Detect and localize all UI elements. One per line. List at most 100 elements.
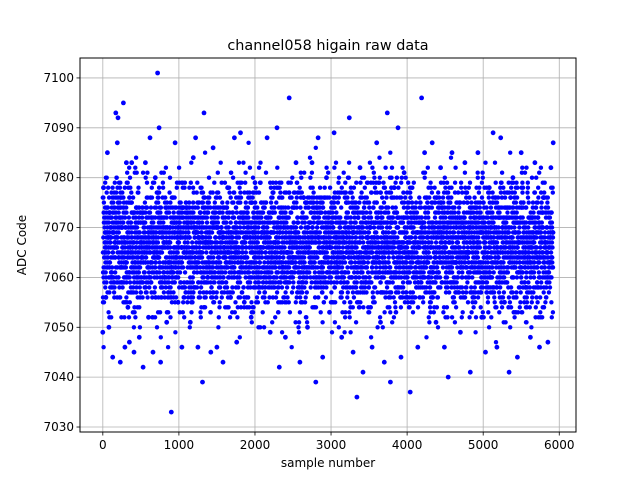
data-point [336,180,341,185]
data-point [426,260,431,265]
data-point [338,225,343,230]
data-point [329,290,334,295]
data-point [268,200,274,205]
data-point [356,215,361,220]
data-point [288,180,293,185]
data-point [243,170,248,175]
data-point [255,300,261,305]
data-point [148,250,153,255]
data-point [129,230,134,235]
data-point [326,215,332,220]
data-point [176,275,181,280]
data-point [287,190,292,195]
data-point [200,250,205,255]
data-point [386,260,391,265]
data-point [353,200,359,205]
data-point [279,330,285,335]
data-point [237,335,242,340]
data-point [464,190,470,195]
data-point [128,185,133,190]
data-point [426,235,431,240]
data-point [441,180,446,185]
data-point [199,255,205,260]
data-point [132,310,137,315]
data-point [385,220,390,225]
data-point [469,310,474,315]
data-point [390,205,395,210]
data-point [372,300,377,305]
data-point [136,270,142,275]
data-point [213,235,218,240]
data-point [258,325,263,330]
data-point [360,235,365,240]
data-point [433,200,438,205]
data-point [217,300,222,305]
data-point [127,175,133,180]
data-point [415,305,421,310]
data-point [390,280,395,285]
data-point [223,255,228,260]
data-point [451,295,457,300]
data-point [233,300,238,305]
data-point [444,305,450,310]
data-point [317,230,323,235]
data-point [217,195,223,200]
data-point [190,280,195,285]
data-point [421,270,426,275]
data-point [331,225,336,230]
data-point [238,195,244,200]
data-point [414,275,420,280]
data-point [366,200,372,205]
data-point [191,210,196,215]
data-point [298,225,304,230]
data-point [357,200,362,205]
data-point [134,225,140,230]
data-point [336,195,341,200]
data-point [418,200,423,205]
data-point [287,265,292,270]
data-point [261,245,266,250]
data-point [182,285,188,290]
data-point [272,285,277,290]
data-point [122,315,127,320]
data-point [343,310,348,315]
data-point [180,210,185,215]
data-point [286,300,291,305]
data-point [319,210,324,215]
data-point [273,315,278,320]
data-point [383,295,388,300]
data-point [144,290,149,295]
data-point [368,305,373,310]
data-point [207,235,213,240]
data-point [258,160,263,165]
data-point [300,210,305,215]
data-point [297,275,302,280]
data-point [133,215,138,220]
data-point [112,205,117,210]
data-point [262,205,267,210]
data-point [158,205,164,210]
data-point [441,200,446,205]
data-point [467,180,473,185]
data-point [342,255,347,260]
data-point [211,255,216,260]
data-point [423,265,429,270]
data-point [123,265,129,270]
data-point [288,230,294,235]
data-point [333,160,339,165]
data-point [270,320,275,325]
data-point [294,200,299,205]
data-point [375,275,381,280]
data-point [283,290,288,295]
data-point [437,275,443,280]
data-point [298,205,303,210]
data-point [459,185,464,190]
data-point [251,305,256,310]
data-point [127,300,132,305]
data-point [354,245,359,250]
data-point [204,290,209,295]
data-point [273,295,279,300]
data-point [166,310,171,315]
data-point [209,230,215,235]
data-point [298,170,303,175]
